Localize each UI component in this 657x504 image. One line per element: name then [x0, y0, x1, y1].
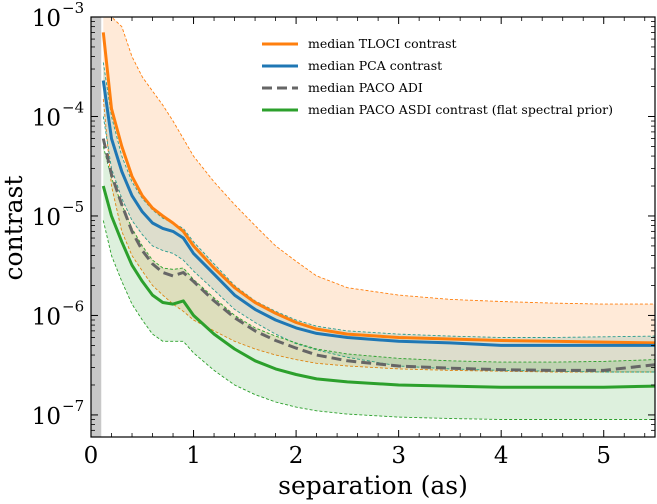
plot-frame — [90, 16, 656, 438]
x-tick-label: 1 — [186, 443, 201, 469]
legend-label-median-paco-asdi-contrast-flat-spectral-prior: median PACO ASDI contrast (flat spectral… — [308, 102, 613, 117]
x-axis-label: separation (as) — [278, 471, 468, 500]
x-tick-label: 2 — [289, 443, 304, 469]
median-tloci-contrast-band-lower — [102, 98, 655, 373]
x-tick-label: 0 — [84, 443, 99, 469]
median-tloci-contrast-band — [103, 17, 655, 372]
legend-label-median-pca-contrast: median PCA contrast — [308, 58, 442, 73]
x-tick-label: 3 — [391, 443, 406, 469]
y-tick-exponent: −4 — [62, 98, 84, 116]
median-paco-asdi-contrast-flat-spectral-prior-band-upper — [102, 146, 655, 363]
median-pca-contrast-band-upper — [102, 62, 655, 338]
plot-area — [91, 17, 655, 437]
x-tick-label: 5 — [596, 443, 611, 469]
legend: median TLOCI contrast median PCA contrast… — [262, 36, 613, 117]
legend-label-median-tloci-contrast: median TLOCI contrast — [308, 36, 457, 51]
y-tick-label: 10 — [32, 404, 61, 430]
median-tloci-contrast-line — [101, 32, 655, 345]
y-tick-label: 10 — [32, 105, 61, 131]
y-tick-label: 10 — [32, 6, 61, 32]
masked-inner-region — [91, 17, 102, 437]
legend-label-median-paco-adi: median PACO ADI — [308, 80, 423, 95]
median-tloci-contrast-band-upper — [103, 17, 655, 305]
y-tick-label: 10 — [32, 304, 61, 330]
axes: 0 1 2 3 4 510−310−410−510−610−7 — [32, 0, 656, 469]
y-axis-label: contrast — [0, 176, 28, 281]
y-tick-exponent: −3 — [62, 0, 84, 17]
y-tick-exponent: −6 — [62, 297, 84, 315]
median-pca-contrast-line — [101, 80, 655, 347]
y-tick-exponent: −5 — [62, 198, 84, 216]
median-pca-contrast-band — [103, 62, 655, 372]
plot-inner — [91, 17, 655, 437]
median-paco-asdi-contrast-flat-spectral-prior-band-lower — [102, 220, 655, 420]
y-tick-label: 10 — [32, 205, 61, 231]
median-paco-adi-line — [101, 138, 655, 372]
median-paco-asdi-contrast-flat-spectral-prior-line — [101, 185, 655, 389]
y-tick-exponent: −7 — [62, 397, 84, 415]
x-tick-label: 4 — [494, 443, 509, 469]
